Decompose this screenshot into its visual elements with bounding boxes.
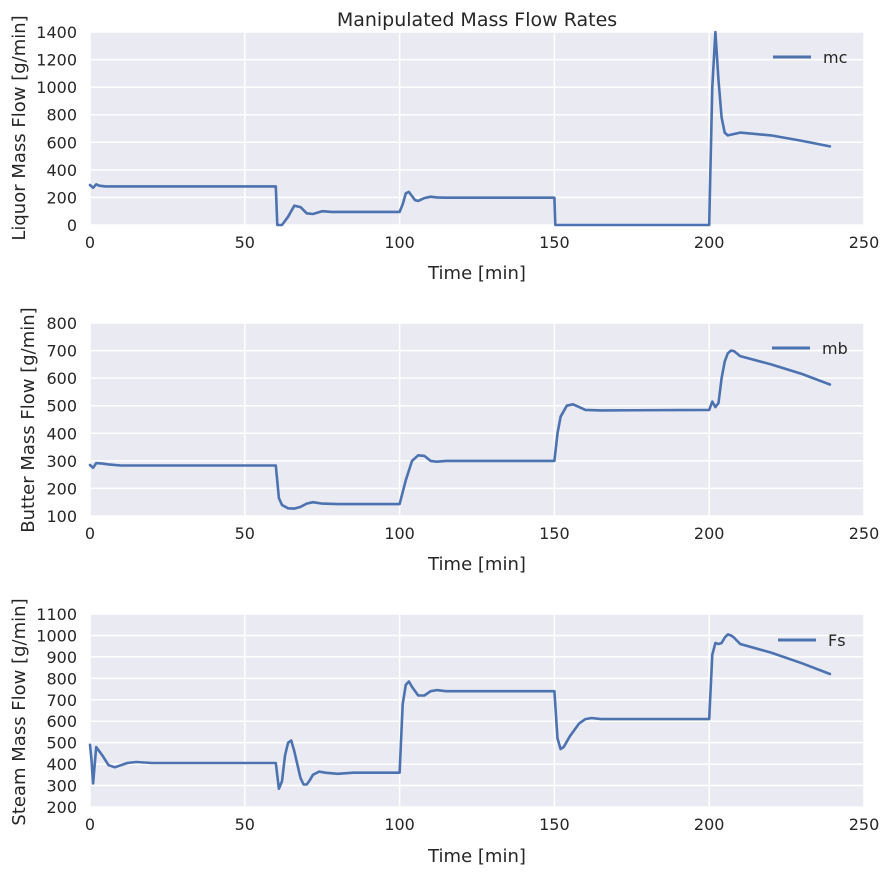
steam-y-tick-label: 400 bbox=[46, 755, 77, 774]
steam-x-tick-label: 150 bbox=[539, 815, 570, 834]
liquor-y-tick-label: 1200 bbox=[36, 51, 77, 70]
steam-y-tick-label: 1100 bbox=[36, 605, 77, 624]
liquor-x-tick-label: 100 bbox=[384, 233, 415, 252]
steam-y-tick-label: 900 bbox=[46, 648, 77, 667]
steam-y-tick-label: 1000 bbox=[36, 626, 77, 645]
series-line-fs bbox=[88, 633, 832, 791]
butter-y-axis-label: Butter Mass Flow [g/min] bbox=[18, 307, 39, 532]
liquor-x-ticks: 0 50 100 150 200 250 bbox=[85, 233, 879, 252]
liquor-x-axis-label: Time [min] bbox=[427, 263, 526, 284]
steam-y-axis-label: Steam Mass Flow [g/min] bbox=[9, 598, 30, 825]
steam-y-tick-label: 700 bbox=[46, 691, 77, 710]
butter-x-tick-label: 150 bbox=[539, 524, 570, 543]
steam-x-tick-label: 100 bbox=[384, 815, 415, 834]
liquor-y-tick-label: 800 bbox=[46, 106, 77, 125]
steam-x-axis-label: Time [min] bbox=[427, 846, 526, 867]
butter-y-tick-label: 700 bbox=[46, 342, 77, 361]
butter-y-tick-label: 200 bbox=[46, 479, 77, 498]
steam-y-tick-label: 800 bbox=[46, 669, 77, 688]
steam-panel: 0 50 100 150 200 250 200 300 400 500 600 700 800 900… bbox=[9, 598, 879, 867]
liquor-y-tick-label: 200 bbox=[46, 188, 77, 207]
butter-panel: 0 50 100 150 200 250 100 200 300 400 500 600 700 800… bbox=[18, 307, 879, 575]
butter-plot-area bbox=[90, 323, 864, 516]
liquor-y-tick-label: 1400 bbox=[36, 23, 77, 42]
steam-y-tick-label: 500 bbox=[46, 734, 77, 753]
series-line-mb bbox=[88, 349, 832, 510]
liquor-x-tick-label: 200 bbox=[694, 233, 725, 252]
steam-y-ticks: 200 300 400 500 600 700 800 900 1000 1100 bbox=[36, 605, 77, 817]
steam-y-tick-label: 600 bbox=[46, 712, 77, 731]
legend-label-mb: mb bbox=[822, 339, 848, 358]
liquor-x-tick-label: 150 bbox=[539, 233, 570, 252]
steam-y-tick-label: 200 bbox=[46, 798, 77, 817]
legend-label-mc: mc bbox=[823, 48, 847, 67]
butter-x-tick-label: 0 bbox=[85, 524, 95, 543]
liquor-y-tick-label: 0 bbox=[67, 216, 77, 235]
butter-y-tick-label: 500 bbox=[46, 397, 77, 416]
butter-y-tick-label: 800 bbox=[46, 314, 77, 333]
butter-legend: mb bbox=[772, 339, 848, 358]
liquor-panel: 0 50 100 150 200 250 0 200 400 600 800 1000 1200 140… bbox=[9, 9, 879, 284]
steam-legend: Fs bbox=[778, 631, 846, 650]
liquor-y-axis-label: Liquor Mass Flow [g/min] bbox=[9, 15, 30, 240]
steam-x-tick-label: 200 bbox=[694, 815, 725, 834]
liquor-x-tick-label: 50 bbox=[235, 233, 255, 252]
liquor-plot-area bbox=[90, 32, 864, 225]
butter-x-tick-label: 200 bbox=[694, 524, 725, 543]
butter-x-tick-label: 50 bbox=[235, 524, 255, 543]
steam-x-ticks: 0 50 100 150 200 250 bbox=[85, 815, 879, 834]
liquor-y-ticks: 0 200 400 600 800 1000 1200 1400 bbox=[36, 23, 77, 235]
steam-x-tick-label: 0 bbox=[85, 815, 95, 834]
series-line-mc bbox=[88, 30, 832, 227]
liquor-legend: mc bbox=[773, 48, 847, 67]
butter-y-tick-label: 100 bbox=[46, 507, 77, 526]
liquor-x-tick-label: 250 bbox=[849, 233, 880, 252]
liquor-y-tick-label: 400 bbox=[46, 161, 77, 180]
legend-label-fs: Fs bbox=[828, 631, 846, 650]
steam-x-tick-label: 250 bbox=[849, 815, 880, 834]
butter-x-tick-label: 250 bbox=[849, 524, 880, 543]
liquor-grid bbox=[89, 31, 865, 226]
butter-y-tick-label: 300 bbox=[46, 452, 77, 471]
butter-y-ticks: 100 200 300 400 500 600 700 800 bbox=[46, 314, 77, 526]
liquor-y-tick-label: 1000 bbox=[36, 78, 77, 97]
butter-x-ticks: 0 50 100 150 200 250 bbox=[85, 524, 879, 543]
steam-x-tick-label: 50 bbox=[235, 815, 255, 834]
liquor-x-tick-label: 0 bbox=[85, 233, 95, 252]
butter-y-tick-label: 600 bbox=[46, 369, 77, 388]
chart-title: Manipulated Mass Flow Rates bbox=[337, 9, 617, 31]
butter-series bbox=[88, 349, 832, 510]
liquor-y-tick-label: 600 bbox=[46, 133, 77, 152]
butter-x-axis-label: Time [min] bbox=[427, 554, 526, 575]
butter-x-tick-label: 100 bbox=[384, 524, 415, 543]
liquor-series bbox=[88, 30, 832, 227]
butter-y-tick-label: 400 bbox=[46, 424, 77, 443]
steam-y-tick-label: 300 bbox=[46, 777, 77, 796]
steam-plot-area bbox=[90, 614, 864, 807]
steam-series bbox=[88, 633, 832, 791]
